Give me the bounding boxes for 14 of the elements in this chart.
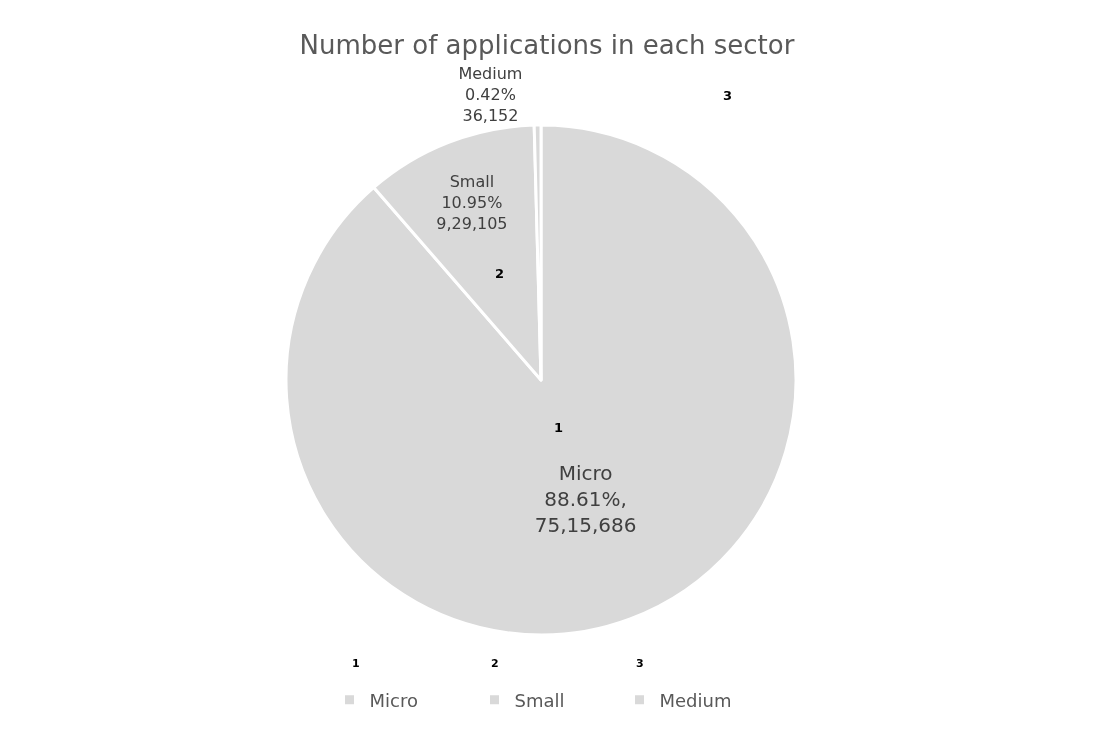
chart-title: Number of applications in each sector [299, 30, 795, 61]
legend-label: Small [514, 689, 565, 711]
data-label: Micro 88.61%, 75,15,686 [534, 461, 637, 538]
text: 1 [554, 420, 564, 435]
text: 1 [352, 657, 360, 670]
text: 3 [723, 88, 733, 103]
text: 2 [491, 657, 499, 670]
data-label: Small 10.95% 9,29,105 [436, 172, 508, 233]
legend-label: Medium [659, 689, 732, 711]
legend-label: Micro [369, 689, 418, 711]
text: 2 [495, 266, 505, 281]
data-label: Medium 0.42% 36,152 [458, 64, 523, 126]
pie-slice [284, 123, 798, 637]
text: 3 [636, 657, 644, 670]
